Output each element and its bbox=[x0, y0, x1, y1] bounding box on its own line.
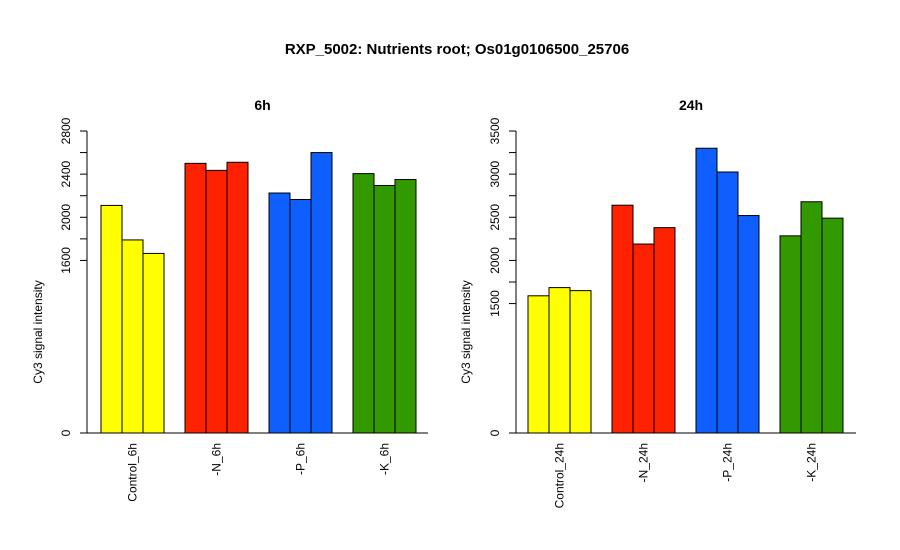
bar-Control_24h-3 bbox=[569, 290, 592, 434]
bar--N_24h-2 bbox=[632, 243, 655, 434]
bar--N_24h-1 bbox=[611, 204, 634, 434]
y-tick-label: 0 bbox=[488, 429, 502, 436]
bar-Control_24h-2 bbox=[548, 287, 571, 434]
bar-Control_6h-2 bbox=[121, 239, 144, 434]
bar--K_24h-1 bbox=[779, 235, 802, 434]
bar-Control_6h-3 bbox=[142, 252, 165, 434]
y-tick-label: 0 bbox=[59, 429, 73, 436]
x-tick-label: -N_6h bbox=[210, 443, 224, 476]
x-tick-label: Control_24h bbox=[553, 443, 567, 508]
y-tick-label: 2500 bbox=[488, 204, 502, 231]
figure-title: RXP_5002: Nutrients root; Os01g0106500_2… bbox=[285, 41, 629, 58]
bar--P_6h-2 bbox=[289, 198, 312, 434]
bar--N_6h-3 bbox=[226, 161, 249, 434]
y-tick-label: 2000 bbox=[59, 204, 73, 231]
bar--P_24h-2 bbox=[716, 171, 739, 434]
bar--N_6h-2 bbox=[205, 169, 228, 434]
bar--K_24h-3 bbox=[821, 217, 844, 434]
y-axis-label: Cy3 signal intensity bbox=[459, 280, 473, 383]
bar--N_6h-1 bbox=[184, 162, 207, 434]
y-tick-label: 3000 bbox=[488, 160, 502, 187]
x-tick-label: -K_24h bbox=[805, 443, 819, 482]
bar-Control_6h-1 bbox=[100, 204, 123, 434]
y-tick-label: 1500 bbox=[488, 290, 502, 317]
y-tick-label: 3500 bbox=[488, 117, 502, 144]
y-axis-label: Cy3 signal intensity bbox=[31, 280, 45, 383]
panel-title: 24h bbox=[679, 97, 703, 113]
chart-panel-1: 24h Cy3 signal intensity Control_24h -N_24h… bbox=[459, 97, 856, 508]
bar--N_24h-3 bbox=[653, 227, 676, 434]
bar--P_6h-3 bbox=[310, 152, 333, 434]
chart-panel-0: 6h Cy3 signal intensity Control_6h -N_6h -P_… bbox=[31, 97, 428, 502]
x-tick-label: Control_6h bbox=[126, 443, 140, 502]
y-tick-label: 2400 bbox=[59, 160, 73, 187]
panel-title: 6h bbox=[254, 97, 270, 113]
bar--P_24h-3 bbox=[737, 215, 760, 434]
bar--K_24h-2 bbox=[800, 201, 823, 434]
bar--K_6h-1 bbox=[352, 173, 375, 434]
bar--K_6h-3 bbox=[394, 179, 417, 434]
bar--K_6h-2 bbox=[373, 184, 396, 434]
bar--P_6h-1 bbox=[268, 192, 291, 434]
bar-Control_24h-1 bbox=[527, 295, 550, 434]
bar--P_24h-1 bbox=[695, 147, 718, 434]
x-tick-label: -K_6h bbox=[378, 443, 392, 475]
y-tick-label: 1600 bbox=[59, 247, 73, 274]
y-tick-label: 2800 bbox=[59, 117, 73, 144]
x-tick-label: -N_24h bbox=[637, 443, 651, 482]
x-tick-label: -P_6h bbox=[294, 443, 308, 475]
y-tick-label: 2000 bbox=[488, 247, 502, 274]
x-tick-label: -P_24h bbox=[721, 443, 735, 482]
